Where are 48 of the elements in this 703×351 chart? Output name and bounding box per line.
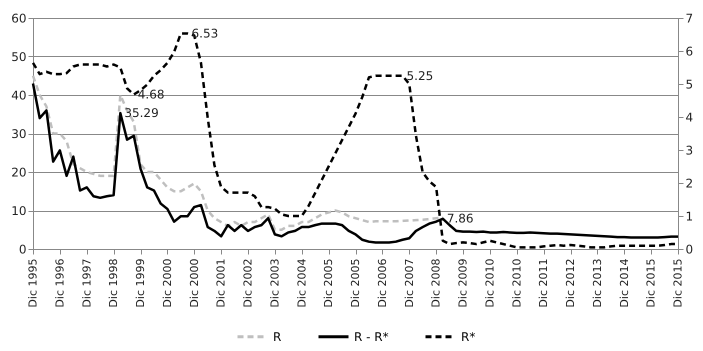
x-tick-label: Dic 2009 (456, 258, 470, 308)
x-tick-label: Dic 2000 (188, 258, 201, 308)
x-tick-label: Dic 1996 (53, 258, 66, 308)
x-tick-label: Dic 2007 (402, 258, 416, 308)
x-tick-label: Dic 2012 (564, 258, 577, 308)
x-tick-label: Dic 2015 (644, 258, 658, 308)
y2-tick-label: 7 (686, 12, 694, 26)
y-tick-label: 20 (11, 166, 26, 180)
data-label: 35.29 (124, 106, 159, 120)
y-tick-label: 60 (11, 12, 26, 26)
data-label: 4.68 (138, 88, 164, 102)
x-tick-label: Dic 2005 (349, 258, 362, 308)
y2-tick-label: 6 (686, 44, 694, 58)
x-tick-label: Dic 2001 (214, 258, 228, 308)
legend-label: R (273, 330, 282, 344)
y2-tick-label: 1 (686, 210, 694, 224)
y-tick-label: 30 (11, 127, 26, 141)
x-tick-label: Dic 2006 (376, 258, 389, 308)
data-label: 7.86 (446, 212, 474, 226)
x-tick-label: Dic 1997 (80, 258, 94, 308)
data-label: 6.53 (192, 26, 218, 41)
x-tick-label: Dic 2013 (590, 258, 604, 308)
x-tick-label: Dic 1995 (26, 258, 40, 308)
y2-tick-label: 5 (686, 78, 694, 92)
x-tick-label: Dic 1999 (134, 258, 147, 308)
x-tick-label: Dic 2015 (672, 258, 684, 308)
x-tick-label: Dic 2008 (430, 258, 443, 308)
x-tick-label: Dic 2004 (295, 258, 308, 308)
y2-tick-label: 3 (686, 144, 694, 158)
data-label: 5.25 (406, 68, 434, 83)
x-tick-label: Dic 2010 (483, 258, 496, 308)
y2-tick-label: 0 (686, 242, 694, 256)
y2-tick-label: 2 (686, 176, 694, 190)
x-tick-label: Dic 2011 (537, 258, 550, 308)
y-tick-label: 0 (18, 242, 26, 256)
x-tick-label: Dic 2002 (242, 258, 254, 308)
x-tick-label: Dic 2003 (268, 258, 282, 308)
y-tick-label: 10 (11, 204, 26, 218)
y-tick-label: 40 (11, 88, 26, 102)
x-tick-label: Dic 2010 (510, 258, 524, 308)
legend-label: R - R* (354, 330, 389, 344)
x-tick-label: Dic 2014 (618, 258, 631, 308)
x-tick-label: Dic 1998 (107, 258, 120, 308)
y2-tick-label: 4 (686, 110, 694, 124)
x-tick-label: Dic 2000 (160, 258, 174, 308)
x-tick-label: Dic 2005 (322, 258, 336, 308)
legend-label: R* (461, 330, 476, 344)
y-tick-label: 50 (11, 50, 26, 64)
